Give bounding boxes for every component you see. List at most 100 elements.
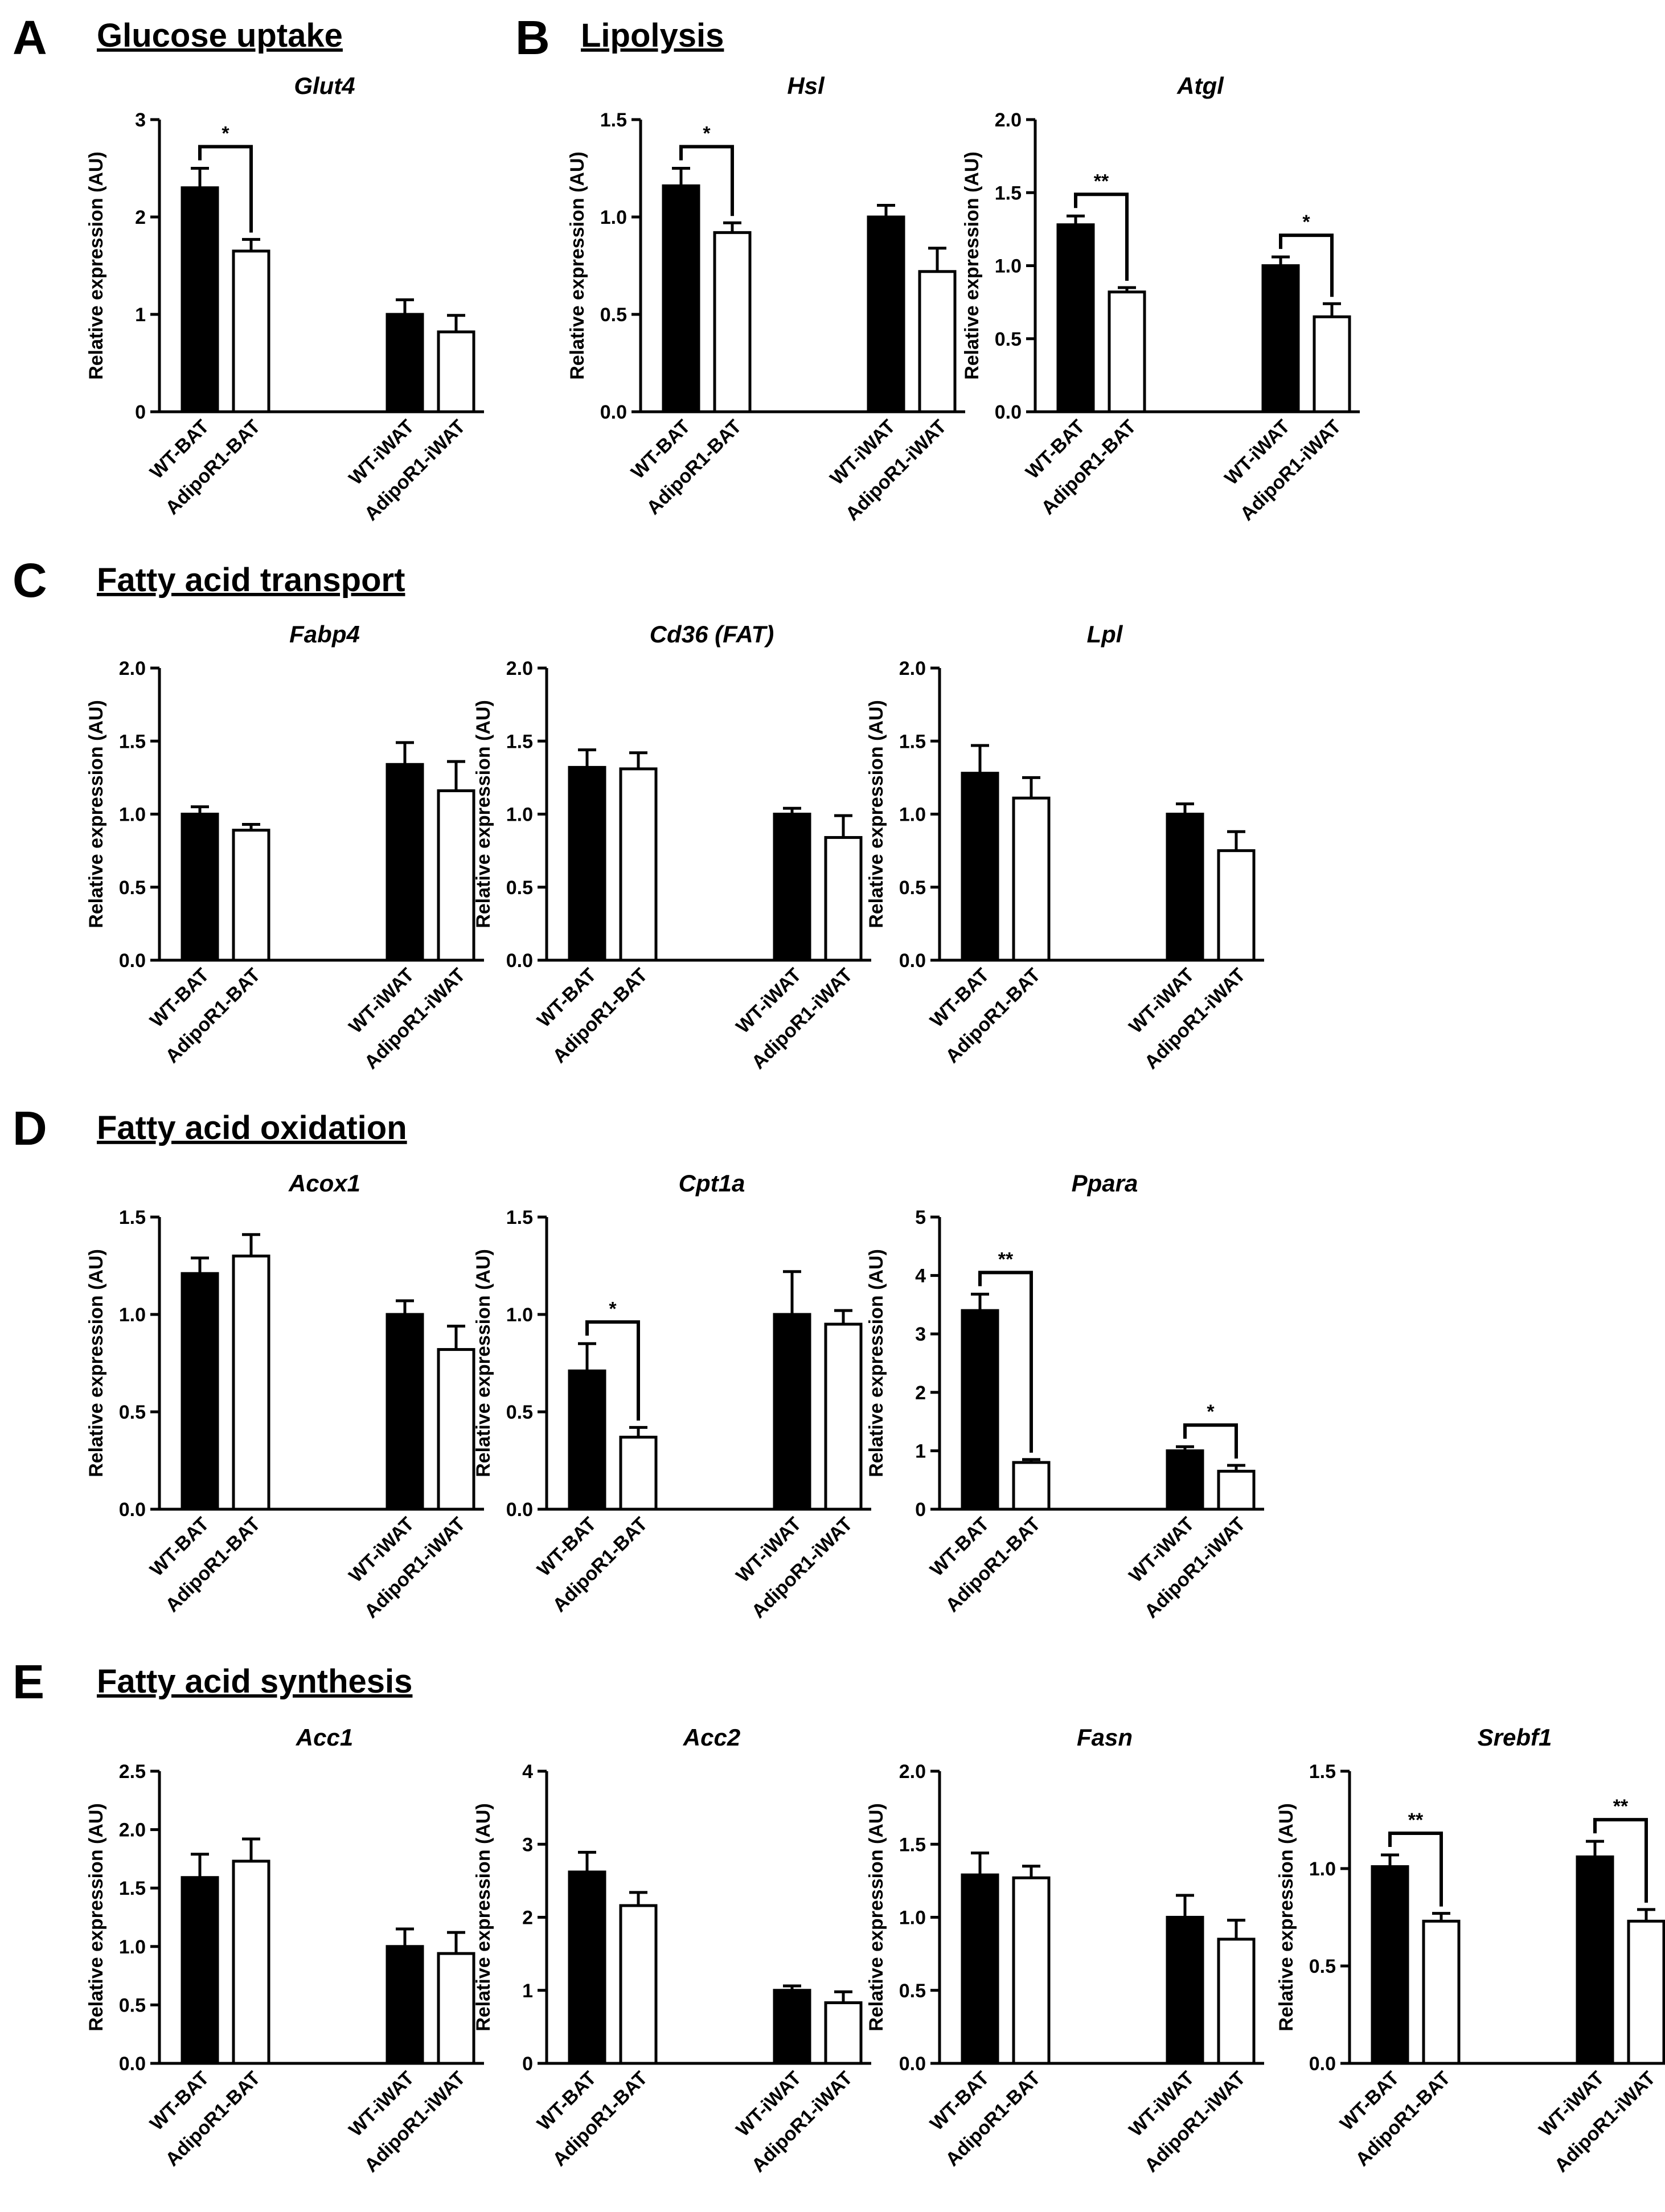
- significance-bracket: [585, 1320, 640, 1421]
- bar-adipor1-iwat: [824, 836, 863, 962]
- y-tick-label: 1: [522, 1980, 533, 2002]
- y-tick-label: 1.5: [119, 731, 146, 752]
- y-tick-label: 2: [915, 1382, 926, 1404]
- y-tick-label: 2.0: [995, 109, 1022, 131]
- bar-wt-bat: [662, 184, 700, 413]
- panel-letter-b: B: [515, 11, 550, 64]
- section-title-fatty-acid-transport: Fatty acid transport: [97, 562, 405, 599]
- bar-adipor1-iwat: [1217, 1469, 1256, 1511]
- y-tick-label: 2.0: [899, 658, 926, 679]
- y-tick-label: 2: [135, 207, 146, 228]
- chart-title: Glut4: [294, 72, 355, 99]
- bar-adipor1-bat: [619, 767, 658, 962]
- bar-adipor1-iwat: [437, 1348, 475, 1511]
- y-tick-label: 0.0: [1309, 2053, 1336, 2075]
- significance-bracket: [1074, 192, 1129, 281]
- bar-adipor1-iwat: [1313, 315, 1351, 413]
- bar-wt-bat: [1056, 223, 1095, 413]
- bar-wt-iwat: [773, 813, 811, 962]
- y-tick-label: 1.5: [1309, 1761, 1336, 1783]
- y-tick-label: 0.5: [119, 877, 146, 899]
- significance-label: *: [703, 123, 711, 145]
- significance-bracket: [1593, 1818, 1648, 1903]
- bar-adipor1-bat: [1422, 1919, 1461, 2065]
- y-tick-label: 0.5: [506, 877, 533, 899]
- bar-wt-iwat: [1576, 1855, 1614, 2065]
- y-tick-label: 1.5: [506, 731, 533, 752]
- y-tick-label: 1.5: [995, 182, 1022, 204]
- significance-label: **: [1613, 1796, 1629, 1817]
- y-tick-label: 1.0: [506, 804, 533, 826]
- bar-adipor1-bat: [1012, 1461, 1051, 1511]
- significance-label: **: [1094, 170, 1109, 192]
- bar-wt-bat: [961, 772, 999, 962]
- y-tick-label: 2.5: [119, 1761, 146, 1783]
- y-tick-label: 4: [522, 1761, 533, 1783]
- y-tick-label: 0.5: [1309, 1956, 1336, 1977]
- bar-adipor1-iwat: [918, 270, 957, 413]
- y-tick-label: 0.0: [899, 950, 926, 972]
- significance-bracket: [1388, 1832, 1443, 1907]
- chart-title: Acc2: [683, 1724, 740, 1751]
- y-tick-label: 1: [135, 304, 146, 326]
- y-tick-label: 1.5: [506, 1207, 533, 1228]
- significance-label: **: [1408, 1809, 1424, 1831]
- y-tick-label: 0: [522, 2053, 533, 2075]
- chart-title: Hsl: [787, 72, 825, 99]
- y-tick-label: 3: [522, 1834, 533, 1855]
- bar-wt-iwat: [1166, 813, 1204, 962]
- bar-wt-iwat: [386, 763, 424, 962]
- y-tick-label: 1.0: [995, 256, 1022, 277]
- y-tick-label: 0.0: [119, 2053, 146, 2075]
- significance-label: *: [609, 1298, 617, 1320]
- bar-adipor1-iwat: [437, 1952, 475, 2065]
- y-tick-label: 4: [915, 1265, 926, 1287]
- y-tick-label: 1: [915, 1440, 926, 1462]
- y-axis-title: Relative expression (AU): [473, 700, 494, 928]
- bar-adipor1-bat: [232, 249, 270, 413]
- chart-title: Atgl: [1176, 72, 1224, 99]
- bar-adipor1-bat: [619, 1435, 658, 1511]
- significance-bracket: [978, 1271, 1033, 1453]
- section-title-fatty-acid-synthesis: Fatty acid synthesis: [97, 1663, 412, 1700]
- bar-wt-bat: [568, 1870, 606, 2065]
- y-tick-label: 0.0: [506, 950, 533, 972]
- significance-label: *: [222, 123, 229, 145]
- y-tick-label: 0.5: [506, 1402, 533, 1423]
- y-tick-label: 1.0: [899, 1907, 926, 1929]
- panel-letter-e: E: [13, 1655, 44, 1709]
- bar-adipor1-iwat: [1217, 849, 1256, 962]
- bar-adipor1-bat: [713, 231, 752, 413]
- y-tick-label: 1.0: [506, 1304, 533, 1326]
- y-tick-label: 2: [522, 1907, 533, 1929]
- bar-adipor1-bat: [232, 1859, 270, 2065]
- y-tick-label: 0.5: [995, 329, 1022, 350]
- significance-bracket: [1183, 1423, 1238, 1459]
- panel-letter-c: C: [13, 554, 47, 607]
- y-tick-label: 2.0: [899, 1761, 926, 1783]
- y-axis-title: Relative expression (AU): [567, 151, 588, 380]
- y-tick-label: 0.5: [119, 1994, 146, 2016]
- chart-title: Cd36 (FAT): [650, 621, 774, 648]
- section-title-fatty-acid-oxidation: Fatty acid oxidation: [97, 1109, 407, 1146]
- y-tick-label: 0: [135, 402, 146, 423]
- bar-wt-bat: [568, 1369, 606, 1511]
- y-axis-title: Relative expression (AU): [473, 1803, 494, 2031]
- chart-title: Lpl: [1087, 621, 1123, 648]
- bar-adipor1-iwat: [824, 1322, 863, 1511]
- y-axis-title: Relative expression (AU): [1276, 1803, 1297, 2031]
- y-tick-label: 0.5: [600, 304, 627, 326]
- chart-title: Ppara: [1072, 1170, 1138, 1197]
- y-tick-label: 1.0: [119, 1304, 146, 1326]
- y-tick-label: 0.0: [506, 1499, 533, 1521]
- bar-wt-bat: [181, 1272, 219, 1511]
- y-tick-label: 1.0: [119, 1936, 146, 1958]
- y-tick-label: 1.0: [600, 207, 627, 228]
- bar-wt-iwat: [1166, 1916, 1204, 2065]
- bar-wt-bat: [1371, 1865, 1409, 2065]
- bar-adipor1-iwat: [1217, 1937, 1256, 2065]
- y-axis-title: Relative expression (AU): [961, 151, 983, 380]
- bar-wt-bat: [181, 1876, 219, 2065]
- y-axis-title: Relative expression (AU): [866, 1803, 887, 2031]
- section-title-glucose-uptake: Glucose uptake: [97, 17, 343, 54]
